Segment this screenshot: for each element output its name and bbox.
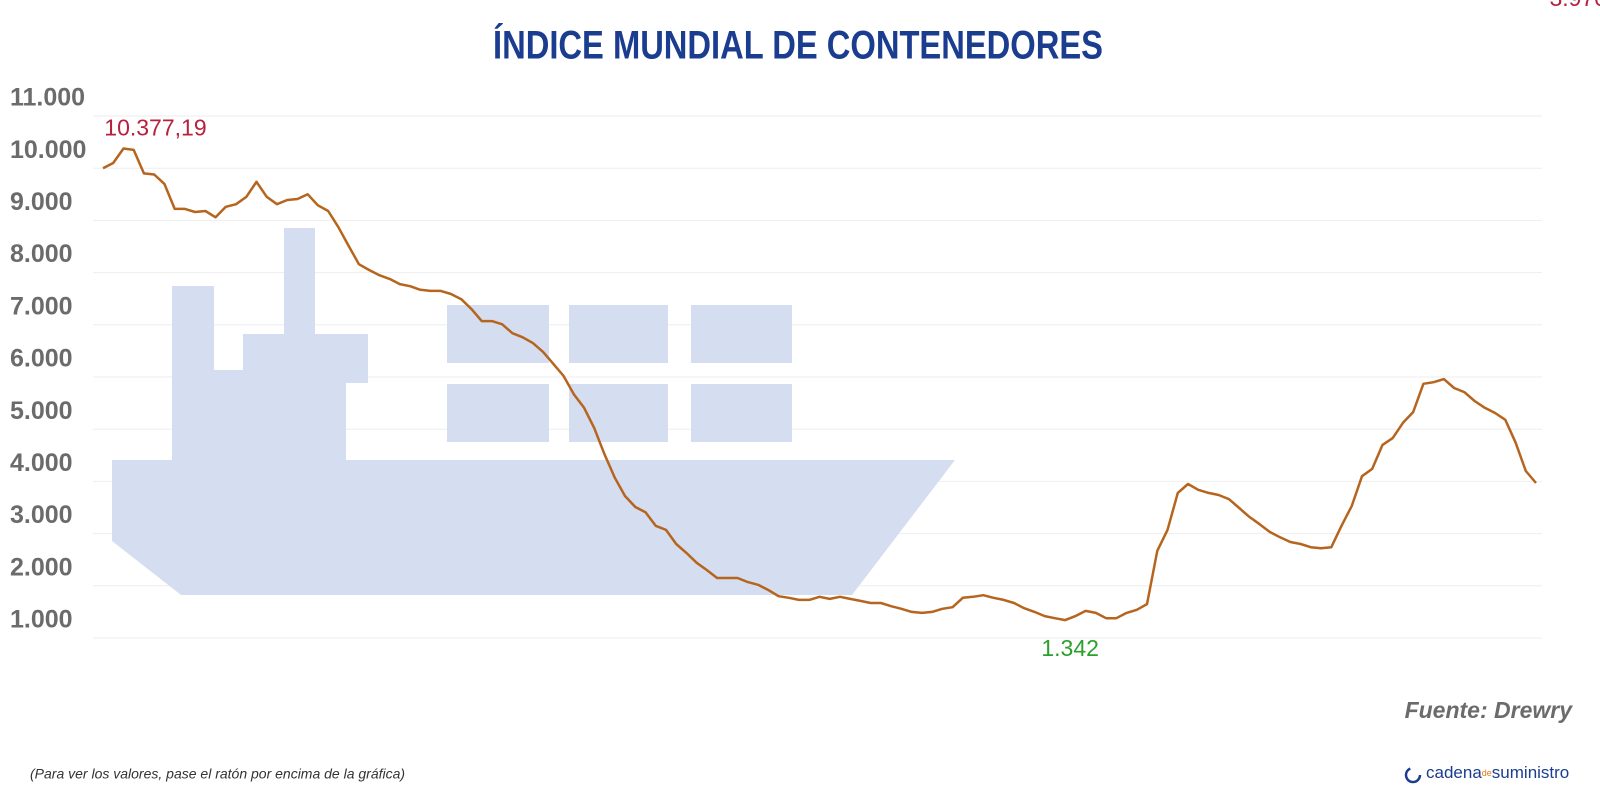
y-tick-label: 11.000 — [10, 84, 85, 112]
y-tick-label: 5.000 — [10, 397, 73, 425]
series-line — [102, 147, 1537, 622]
ship-bridge — [172, 228, 368, 460]
ship-hull — [112, 460, 955, 595]
y-tick-label: 10.000 — [10, 136, 86, 164]
container — [569, 384, 668, 442]
data-label: 1.342 — [1041, 635, 1099, 661]
y-tick-label: 1.000 — [10, 606, 73, 634]
footnote: (Para ver los valores, pase el ratón por… — [30, 766, 405, 782]
y-tick-label: 7.000 — [10, 292, 73, 320]
brand-word: suministro — [1492, 763, 1569, 782]
data-label: 10.377,19 — [104, 115, 206, 141]
brand: cadenadesuministro — [1404, 763, 1569, 784]
y-tick-label: 9.000 — [10, 188, 73, 216]
container — [447, 384, 549, 442]
y-tick-label: 6.000 — [10, 345, 73, 373]
ship-illustration — [112, 228, 955, 595]
data-label: 3.970 — [1549, 0, 1600, 11]
brand-logo — [1404, 766, 1422, 784]
container — [447, 305, 549, 363]
y-tick-label: 8.000 — [10, 240, 73, 268]
container — [691, 305, 792, 363]
chart-title: ÍNDICE MUNDIAL DE CONTENEDORES — [493, 23, 1103, 68]
brand-word: cadena — [1426, 763, 1482, 782]
container — [569, 305, 668, 363]
brand-word: de — [1482, 768, 1492, 778]
y-tick-label: 2.000 — [10, 553, 73, 581]
container — [691, 384, 792, 442]
y-tick-label: 4.000 — [10, 449, 73, 477]
y-tick-label: 3.000 — [10, 501, 73, 529]
source: Fuente: Drewry — [1405, 697, 1574, 723]
brand-name: cadenadesuministro — [1426, 763, 1569, 782]
